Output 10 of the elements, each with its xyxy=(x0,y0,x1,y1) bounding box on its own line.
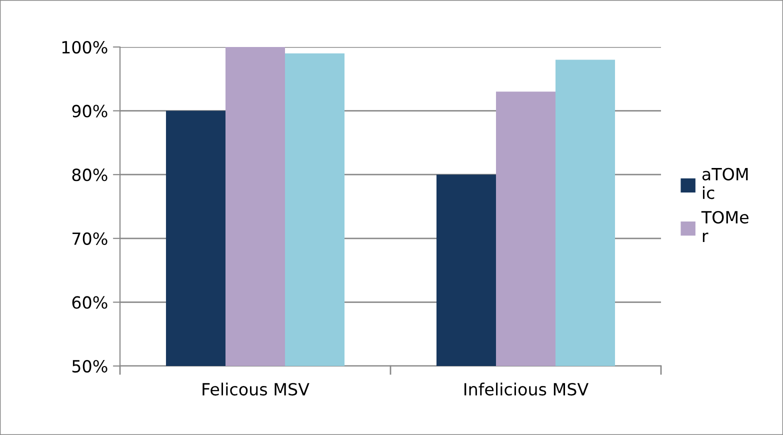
y-tick-label: 60% xyxy=(72,296,108,309)
y-tick-label: 70% xyxy=(72,232,108,245)
legend-label: TOMer xyxy=(701,210,748,242)
x-tick-label: Felicous MSV xyxy=(202,382,310,396)
y-tick-label: 80% xyxy=(72,168,108,182)
y-tick-label: 50% xyxy=(72,360,108,373)
x-tick-label: Infelicious MSV xyxy=(464,382,588,396)
legend-label: aTOMic xyxy=(702,168,748,200)
y-tick-label: 100% xyxy=(62,40,108,54)
y-tick-label: 90% xyxy=(72,104,108,118)
